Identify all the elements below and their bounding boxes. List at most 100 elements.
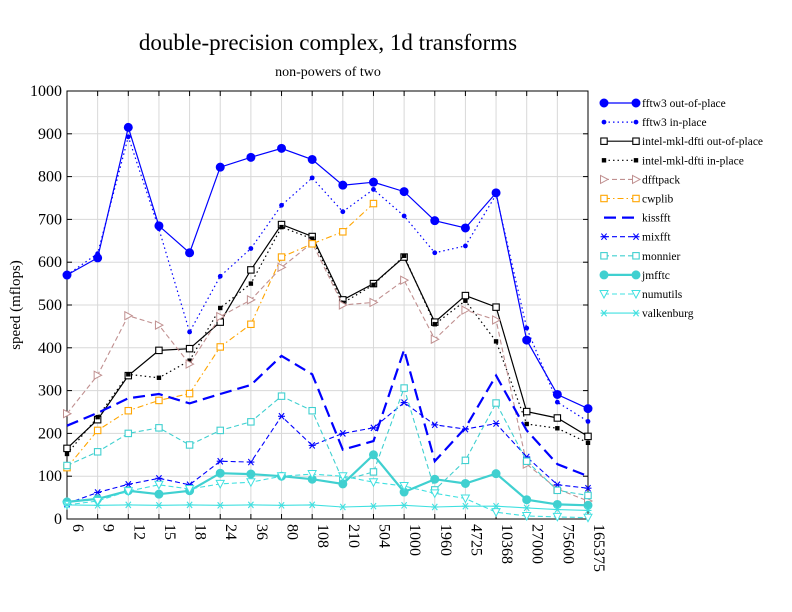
y-tick-label: 100	[38, 468, 62, 485]
data-point	[277, 143, 287, 153]
data-point	[248, 281, 254, 286]
x-tick-label: 9	[100, 524, 117, 532]
series-kissfft	[66, 346, 589, 478]
legend-label: mixfft	[642, 232, 671, 244]
marker-stroke	[584, 506, 592, 514]
data-point	[461, 291, 470, 300]
data-point	[94, 501, 102, 509]
data-point	[277, 392, 286, 400]
data-point	[125, 134, 131, 140]
legend-label: numutils	[642, 289, 683, 301]
data-point	[584, 432, 592, 441]
data-point	[460, 494, 471, 504]
data-point	[124, 501, 132, 509]
data-point	[247, 418, 255, 426]
data-point	[492, 303, 500, 311]
data-point	[63, 501, 71, 509]
marker-stroke	[94, 501, 101, 509]
data-point	[461, 502, 469, 510]
legend-marker	[632, 137, 640, 145]
data-point	[371, 282, 376, 288]
marker-stroke	[632, 233, 640, 241]
data-point	[368, 478, 379, 488]
data-point	[95, 414, 100, 420]
legend-item-intel-mkl-dfti-in-place: intel-mkl-dfti in-place	[601, 155, 744, 167]
legend-item-valkenburg: valkenburg	[600, 308, 694, 320]
x-tick-label: 4725	[467, 524, 484, 556]
legend-item-kissfft: kissfft	[604, 213, 671, 225]
data-point	[154, 489, 164, 499]
data-point	[309, 175, 315, 181]
x-tick-label: 165375	[590, 524, 607, 572]
data-point	[339, 429, 347, 437]
y-tick-label: 700	[38, 211, 62, 228]
data-point	[155, 346, 163, 355]
data-point	[309, 236, 315, 241]
marker-stroke	[309, 501, 316, 509]
series-lines	[62, 122, 594, 523]
data-point	[491, 469, 501, 479]
series-line	[66, 386, 589, 497]
data-point	[246, 295, 256, 305]
data-point	[338, 300, 348, 310]
data-point	[340, 209, 346, 215]
x-tick-label: 1000	[406, 524, 423, 556]
data-point	[524, 421, 529, 427]
x-tick-label: 6	[69, 524, 86, 532]
data-point	[64, 451, 70, 457]
data-point	[430, 334, 440, 345]
data-point	[215, 162, 225, 172]
series-dfftpack	[63, 238, 594, 506]
data-point	[430, 474, 440, 484]
data-point	[493, 192, 499, 197]
data-point	[461, 305, 471, 315]
data-point	[369, 297, 379, 308]
y-tick-label: 0	[54, 511, 62, 528]
data-point	[460, 478, 470, 488]
data-point	[491, 508, 501, 518]
marker-stroke	[309, 441, 316, 449]
legend-marker	[631, 98, 641, 108]
data-point	[431, 421, 439, 429]
data-point	[124, 406, 133, 415]
x-tick-label: 80	[284, 524, 301, 540]
legend-marker	[601, 158, 607, 163]
data-point	[492, 502, 500, 510]
data-point	[308, 406, 316, 415]
data-point	[369, 199, 378, 208]
data-point	[369, 424, 377, 432]
data-point	[277, 262, 287, 273]
data-point	[64, 272, 70, 278]
data-point	[584, 484, 592, 492]
data-point	[154, 320, 165, 330]
data-point	[552, 389, 562, 399]
data-point	[93, 426, 102, 435]
y-tick-label: 200	[38, 425, 62, 442]
data-point	[368, 177, 378, 187]
series-line	[66, 242, 589, 502]
data-point	[278, 501, 286, 509]
data-point	[584, 506, 592, 514]
legend-marker	[632, 233, 640, 241]
data-point	[246, 152, 256, 162]
x-tick-label: 504	[375, 524, 392, 548]
x-tick-label: 18	[192, 524, 209, 540]
data-point	[155, 474, 163, 482]
legend-item-jmfftc: jmfftc	[599, 270, 670, 282]
data-point	[184, 485, 195, 495]
data-point	[247, 458, 255, 466]
legend-marker	[600, 194, 608, 203]
data-point	[278, 412, 286, 420]
data-point	[429, 489, 440, 499]
marker-stroke	[278, 412, 285, 420]
data-point	[460, 223, 470, 233]
marker-stroke	[370, 502, 377, 510]
legend-label: kissfft	[642, 213, 671, 225]
legend-marker	[600, 233, 608, 241]
marker-stroke	[401, 399, 408, 407]
marker-stroke	[462, 502, 469, 510]
marker-stroke	[493, 502, 500, 510]
data-point	[521, 512, 532, 522]
data-point	[215, 468, 225, 478]
data-point	[430, 216, 440, 226]
